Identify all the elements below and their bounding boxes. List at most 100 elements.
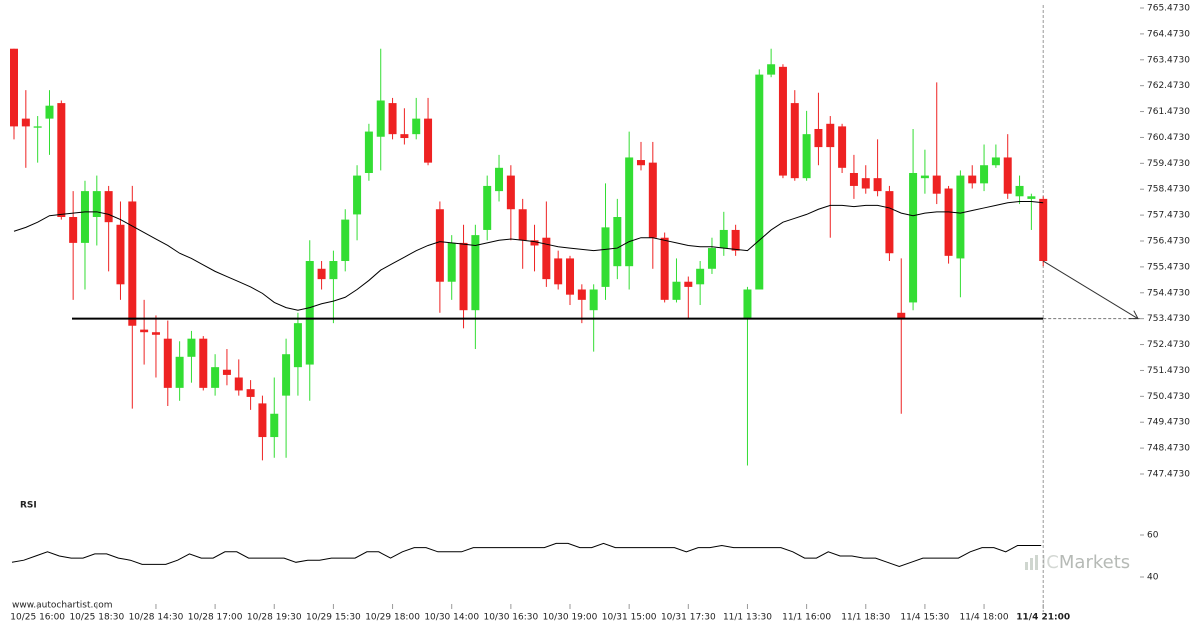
candle-body: [376, 100, 385, 137]
rsi-label: RSI: [20, 501, 37, 511]
candle-body: [885, 191, 894, 254]
candle-body: [944, 188, 953, 256]
x-tick-label: 10/30 16:30: [483, 613, 538, 623]
candle-body: [909, 172, 918, 303]
y-tick-label: 757.4730: [1147, 211, 1190, 221]
candle-body: [69, 217, 78, 243]
x-tick-label: 11/4 21:00: [1016, 613, 1070, 623]
candle-body: [849, 172, 858, 186]
candle-body: [755, 74, 764, 290]
y-tick-label: 763.4730: [1147, 55, 1190, 65]
candle-body: [92, 191, 101, 218]
candle-body: [471, 235, 480, 311]
candle-body: [21, 118, 30, 127]
x-tick-label: 10/25 16:00: [10, 613, 65, 623]
candle-body: [968, 175, 977, 184]
y-tick-label: 753.4730: [1147, 314, 1190, 324]
candle-body: [329, 261, 338, 280]
x-tick-label: 10/28 19:30: [247, 613, 302, 623]
watermark-prefix: IC: [1041, 552, 1059, 573]
candle-body: [293, 323, 302, 368]
candle-body: [956, 175, 965, 259]
watermark-icon: [1035, 555, 1038, 570]
candle-body: [861, 178, 870, 189]
y-tick-label: 751.4730: [1147, 366, 1190, 376]
candle-body: [684, 281, 693, 287]
rsi-line: [11, 542, 1042, 568]
rsi-tick-label: 40: [1147, 573, 1159, 583]
x-tick-label: 10/31 15:00: [602, 613, 657, 623]
candle-body: [104, 191, 113, 223]
candle-body: [778, 66, 787, 176]
y-tick-label: 756.4730: [1147, 237, 1190, 247]
candle-body: [625, 157, 634, 267]
candle-body: [873, 178, 882, 192]
rsi-tick-label: 60: [1147, 531, 1159, 541]
watermark: ICMarkets: [1025, 552, 1130, 573]
candle-body: [1027, 196, 1036, 199]
candle-body: [601, 227, 610, 287]
candle-body: [542, 237, 551, 280]
candle-body: [151, 332, 160, 335]
y-tick-label: 754.4730: [1147, 288, 1190, 298]
watermark-name: Markets: [1059, 552, 1130, 573]
candle-body: [45, 105, 54, 119]
candle-body: [116, 224, 125, 285]
candle-body: [80, 191, 89, 243]
forecast-arrow: [1042, 260, 1139, 320]
y-tick-label: 760.4730: [1147, 133, 1190, 143]
y-tick-label: 762.4730: [1147, 81, 1190, 91]
candle-body: [566, 258, 575, 295]
candle-body: [636, 160, 645, 166]
candle-body: [258, 403, 267, 438]
y-tick-label: 750.4730: [1147, 392, 1190, 402]
candle-body: [388, 103, 397, 135]
x-tick-label: 11/4 18:00: [960, 613, 1009, 623]
x-tick-label: 10/29 15:30: [306, 613, 361, 623]
x-tick-label: 10/25 18:30: [69, 613, 124, 623]
candle-body: [743, 289, 752, 318]
candles: [10, 48, 1048, 466]
candle-body: [400, 134, 409, 139]
candle-body: [980, 165, 989, 184]
candle-body: [554, 258, 563, 285]
candle-body: [495, 167, 504, 192]
candle-body: [270, 413, 279, 438]
candle-body: [731, 229, 740, 251]
y-tick-label: 748.4730: [1147, 444, 1190, 454]
y-tick-label: 749.4730: [1147, 418, 1190, 428]
candle-body: [814, 128, 823, 148]
candle-body: [991, 157, 1000, 166]
y-tick-label: 747.4730: [1147, 470, 1190, 480]
candle-body: [1015, 185, 1024, 197]
forecast-arrowhead: [1128, 310, 1139, 320]
y-tick-label: 755.4730: [1147, 262, 1190, 272]
x-tick-label: 11/4 15:30: [900, 613, 949, 623]
candle-body: [707, 248, 716, 269]
candle-body: [932, 175, 941, 194]
candle-body: [128, 201, 137, 326]
candle-body: [199, 338, 208, 388]
source-label: www.autochartist.com: [12, 601, 113, 611]
y-tick-label: 765.4730: [1147, 4, 1190, 14]
candle-body: [648, 162, 657, 238]
candle-body: [802, 134, 811, 179]
x-tick-label: 11/1 13:30: [723, 613, 772, 623]
candle-body: [1003, 157, 1012, 194]
x-tick-label: 10/29 18:00: [365, 613, 420, 623]
candle-body: [920, 175, 929, 179]
x-tick-label: 10/28 14:30: [129, 613, 184, 623]
candle-body: [424, 118, 433, 163]
candle-body: [838, 126, 847, 168]
candle-body: [897, 312, 906, 318]
candle-body: [187, 338, 196, 357]
candle-body: [317, 268, 326, 280]
candle-body: [140, 329, 149, 333]
candle-body: [613, 217, 622, 267]
candle-body: [246, 389, 255, 397]
candle-body: [353, 175, 362, 215]
watermark-icon: [1025, 562, 1028, 570]
candle-body: [826, 123, 835, 148]
